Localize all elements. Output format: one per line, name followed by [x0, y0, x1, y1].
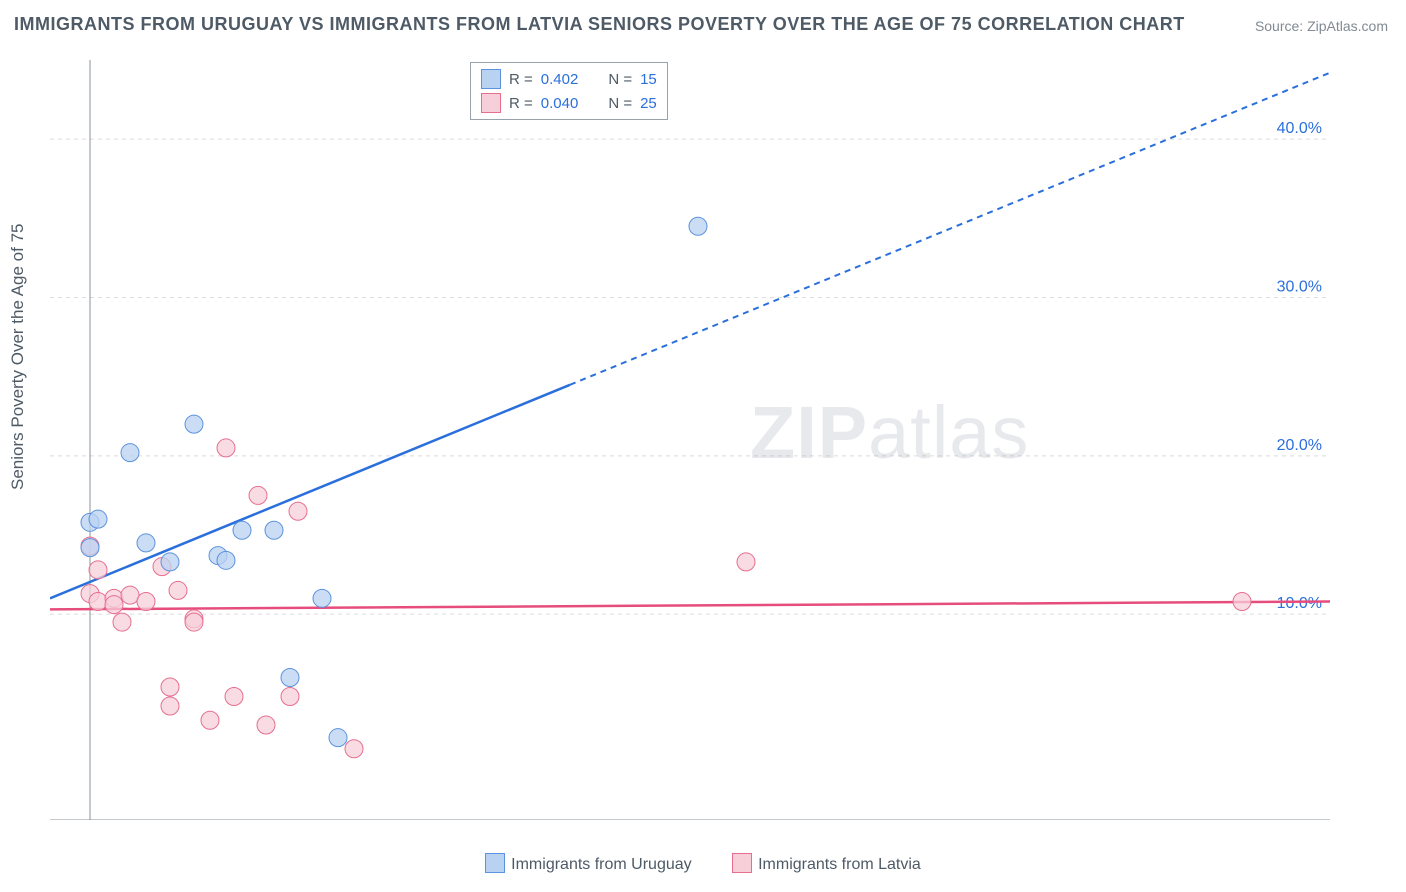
svg-text:40.0%: 40.0% — [1277, 120, 1322, 137]
source-attribution: Source: ZipAtlas.com — [1255, 18, 1388, 34]
svg-text:30.0%: 30.0% — [1277, 279, 1322, 296]
legend-label-latvia: Immigrants from Latvia — [758, 856, 921, 873]
swatch-uruguay-icon — [485, 853, 505, 873]
chart-title: IMMIGRANTS FROM URUGUAY VS IMMIGRANTS FR… — [14, 14, 1185, 35]
svg-text:10.0%: 10.0% — [1277, 595, 1322, 612]
y-axis-label: Seniors Poverty Over the Age of 75 — [8, 224, 28, 490]
source-name: ZipAtlas.com — [1307, 18, 1388, 34]
r-label-uruguay: R = — [509, 71, 533, 88]
n-value-latvia: 25 — [640, 95, 657, 112]
n-label-uruguay: N = — [608, 71, 632, 88]
legend-row-latvia: R = 0.040 N = 25 — [481, 91, 657, 115]
source-prefix: Source: — [1255, 18, 1307, 34]
r-value-uruguay: 0.402 — [541, 71, 579, 88]
chart-plot-area: 10.0%20.0%30.0%40.0%0.0%15.0% — [50, 60, 1330, 820]
swatch-uruguay — [481, 69, 501, 89]
n-value-uruguay: 15 — [640, 71, 657, 88]
r-value-latvia: 0.040 — [541, 95, 579, 112]
svg-text:20.0%: 20.0% — [1277, 437, 1322, 454]
swatch-latvia-icon — [732, 853, 752, 873]
series-legend: Immigrants from Uruguay Immigrants from … — [0, 853, 1406, 874]
legend-row-uruguay: R = 0.402 N = 15 — [481, 67, 657, 91]
scatter-chart-svg: 10.0%20.0%30.0%40.0%0.0%15.0% — [50, 60, 1330, 820]
swatch-latvia — [481, 93, 501, 113]
legend-label-uruguay: Immigrants from Uruguay — [511, 856, 692, 873]
n-label-latvia: N = — [608, 95, 632, 112]
legend-item-latvia: Immigrants from Latvia — [732, 856, 921, 873]
correlation-legend: R = 0.402 N = 15 R = 0.040 N = 25 — [470, 62, 668, 120]
r-label-latvia: R = — [509, 95, 533, 112]
legend-item-uruguay: Immigrants from Uruguay — [485, 856, 696, 873]
